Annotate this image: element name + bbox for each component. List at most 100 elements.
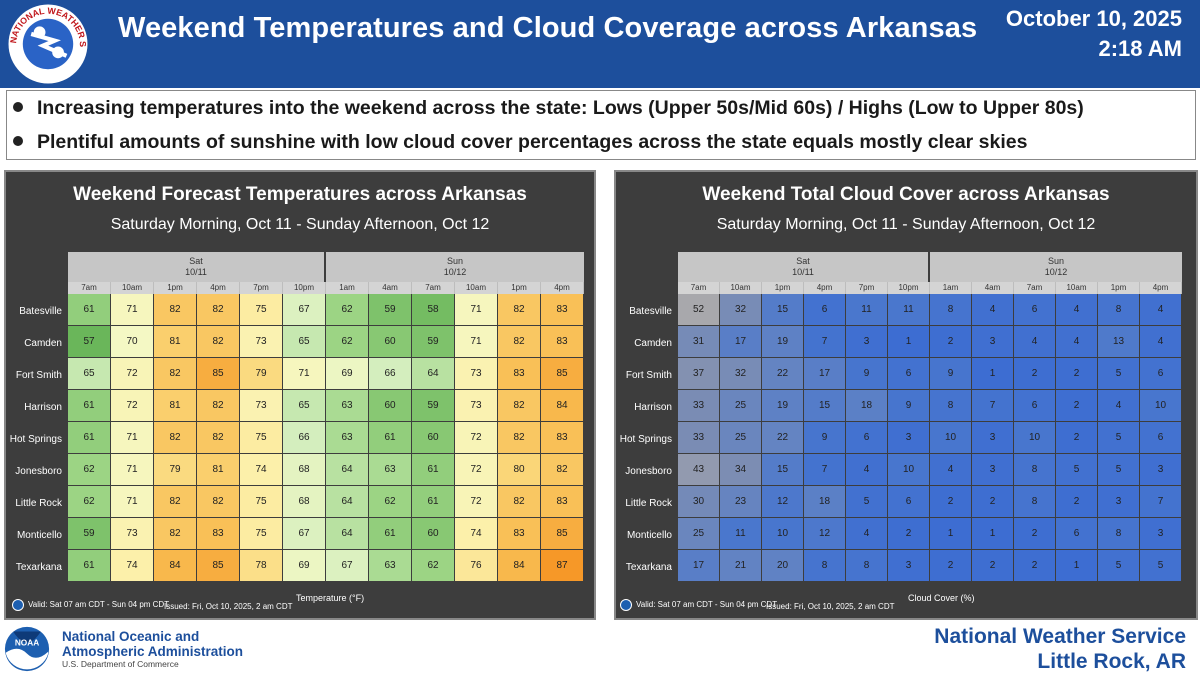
heatmap-cell: 2 bbox=[1014, 550, 1056, 582]
heatmap-cell: 17 bbox=[720, 326, 762, 358]
noaa-name-line1: National Oceanic and bbox=[62, 629, 200, 644]
heatmap-cell: 33 bbox=[678, 422, 720, 454]
heatmap-cell: 62 bbox=[68, 486, 111, 518]
heatmap-cell: 8 bbox=[1098, 518, 1140, 550]
time-header: 1pm bbox=[154, 282, 197, 294]
heatmap-cell: 74 bbox=[455, 518, 498, 550]
table-row: 65 72 82 85 79 71 69 66 64 73 83 85 bbox=[68, 358, 584, 390]
day-name: Sun bbox=[446, 256, 463, 266]
heatmap-cell: 78 bbox=[240, 550, 283, 582]
heatmap-cell: 4 bbox=[1140, 294, 1182, 326]
bullet-item: Plentiful amounts of sunshine with low c… bbox=[13, 131, 1027, 154]
time-header: 7am bbox=[412, 282, 455, 294]
heatmap-cell: 3 bbox=[1140, 454, 1182, 486]
heatmap-cell: 4 bbox=[1014, 326, 1056, 358]
noaa-logo-icon: NOAA bbox=[4, 626, 50, 672]
heatmap-cell: 63 bbox=[326, 390, 369, 422]
heatmap-cell: 76 bbox=[455, 550, 498, 582]
heatmap-cell: 59 bbox=[412, 390, 455, 422]
cloud-cover-panel: Weekend Total Cloud Cover across Arkansa… bbox=[614, 170, 1198, 620]
heatmap-cell: 65 bbox=[283, 390, 326, 422]
heatmap-cell: 9 bbox=[930, 358, 972, 390]
heatmap-cell: 19 bbox=[762, 326, 804, 358]
heatmap-cell: 10 bbox=[1014, 422, 1056, 454]
heatmap-cell: 87 bbox=[541, 550, 584, 582]
heatmap-cell: 79 bbox=[240, 358, 283, 390]
table-row: 31 17 19 7 3 1 2 3 4 4 13 4 bbox=[678, 326, 1182, 358]
heatmap-cell: 3 bbox=[888, 422, 930, 454]
time-header: 1am bbox=[930, 282, 972, 294]
heatmap-cell: 71 bbox=[111, 486, 154, 518]
heatmap-cell: 10 bbox=[1140, 390, 1182, 422]
heatmap-cell: 3 bbox=[1098, 486, 1140, 518]
heatmap-cell: 52 bbox=[678, 294, 720, 326]
heatmap-cell: 62 bbox=[326, 326, 369, 358]
table-row: 59 73 82 83 75 67 64 61 60 74 83 85 bbox=[68, 518, 584, 550]
temperature-panel: Weekend Forecast Temperatures across Ark… bbox=[4, 170, 596, 620]
row-label: Harrison bbox=[634, 402, 672, 413]
heatmap-cell: 67 bbox=[326, 550, 369, 582]
temperature-issued-text: Issued: Fri, Oct 10, 2025, 2 am CDT bbox=[164, 602, 293, 611]
time-header: 7am bbox=[68, 282, 111, 294]
heatmap-cell: 84 bbox=[154, 550, 197, 582]
heatmap-cell: 5 bbox=[1098, 550, 1140, 582]
heatmap-cell: 9 bbox=[804, 422, 846, 454]
heatmap-cell: 25 bbox=[720, 390, 762, 422]
heatmap-cell: 81 bbox=[154, 390, 197, 422]
office-name: National Weather Service Little Rock, AR bbox=[934, 624, 1186, 674]
noaa-department: U.S. Department of Commerce bbox=[62, 659, 179, 669]
table-row: 17 21 20 8 8 3 2 2 2 1 5 5 bbox=[678, 550, 1182, 582]
heatmap-cell: 6 bbox=[888, 486, 930, 518]
heatmap-cell: 82 bbox=[154, 422, 197, 454]
heatmap-cell: 4 bbox=[846, 454, 888, 486]
heatmap-cell: 72 bbox=[455, 454, 498, 486]
heatmap-cell: 2 bbox=[972, 550, 1014, 582]
cloud-chart-subtitle: Saturday Morning, Oct 11 - Sunday Aftern… bbox=[716, 216, 1096, 233]
heatmap-cell: 61 bbox=[68, 294, 111, 326]
heatmap-cell: 82 bbox=[498, 486, 541, 518]
heatmap-cell: 83 bbox=[541, 326, 584, 358]
heatmap-cell: 82 bbox=[498, 390, 541, 422]
heatmap-cell: 9 bbox=[888, 390, 930, 422]
heatmap-cell: 31 bbox=[678, 326, 720, 358]
heatmap-cell: 59 bbox=[412, 326, 455, 358]
heatmap-cell: 15 bbox=[762, 454, 804, 486]
heatmap-cell: 20 bbox=[762, 550, 804, 582]
heatmap-cell: 72 bbox=[455, 486, 498, 518]
cloud-legend-label: Cloud Cover (%) bbox=[908, 593, 975, 603]
page-title: Weekend Temperatures and Cloud Coverage … bbox=[118, 12, 978, 44]
heatmap-cell: 82 bbox=[154, 486, 197, 518]
heatmap-cell: 8 bbox=[1014, 454, 1056, 486]
heatmap-cell: 81 bbox=[197, 454, 240, 486]
time-header: 7am bbox=[1014, 282, 1056, 294]
temperature-valid-text: Valid: Sat 07 am CDT - Sun 04 pm CDT bbox=[12, 599, 169, 611]
heatmap-cell: 73 bbox=[455, 390, 498, 422]
heatmap-cell: 6 bbox=[804, 294, 846, 326]
heatmap-cell: 68 bbox=[283, 486, 326, 518]
time-header: 10pm bbox=[283, 282, 326, 294]
heatmap-cell: 82 bbox=[498, 294, 541, 326]
heatmap-cell: 82 bbox=[154, 358, 197, 390]
row-label: Jonesboro bbox=[15, 466, 62, 477]
heatmap-cell: 5 bbox=[1098, 358, 1140, 390]
time-header: 4pm bbox=[197, 282, 240, 294]
heatmap-cell: 73 bbox=[111, 518, 154, 550]
heatmap-cell: 61 bbox=[68, 390, 111, 422]
bullet-text: Plentiful amounts of sunshine with low c… bbox=[37, 131, 1028, 153]
heatmap-cell: 62 bbox=[412, 550, 455, 582]
day-date: 10/12 bbox=[1044, 267, 1068, 277]
heatmap-cell: 71 bbox=[283, 358, 326, 390]
table-row: 33 25 22 9 6 3 10 3 10 2 5 6 bbox=[678, 422, 1182, 454]
table-row: 61 72 81 82 73 65 63 60 59 73 82 84 bbox=[68, 390, 584, 422]
heatmap-cell: 7 bbox=[1140, 486, 1182, 518]
heatmap-cell: 64 bbox=[412, 358, 455, 390]
time-header: 10am bbox=[720, 282, 762, 294]
time-header: 7am bbox=[678, 282, 720, 294]
heatmap-cell: 59 bbox=[369, 294, 412, 326]
day-name: Sat bbox=[189, 256, 203, 266]
heatmap-cell: 60 bbox=[369, 326, 412, 358]
heatmap-cell: 73 bbox=[240, 326, 283, 358]
time-header: 10am bbox=[111, 282, 154, 294]
table-row: 43 34 15 7 4 10 4 3 8 5 5 3 bbox=[678, 454, 1182, 486]
heatmap-cell: 11 bbox=[888, 294, 930, 326]
